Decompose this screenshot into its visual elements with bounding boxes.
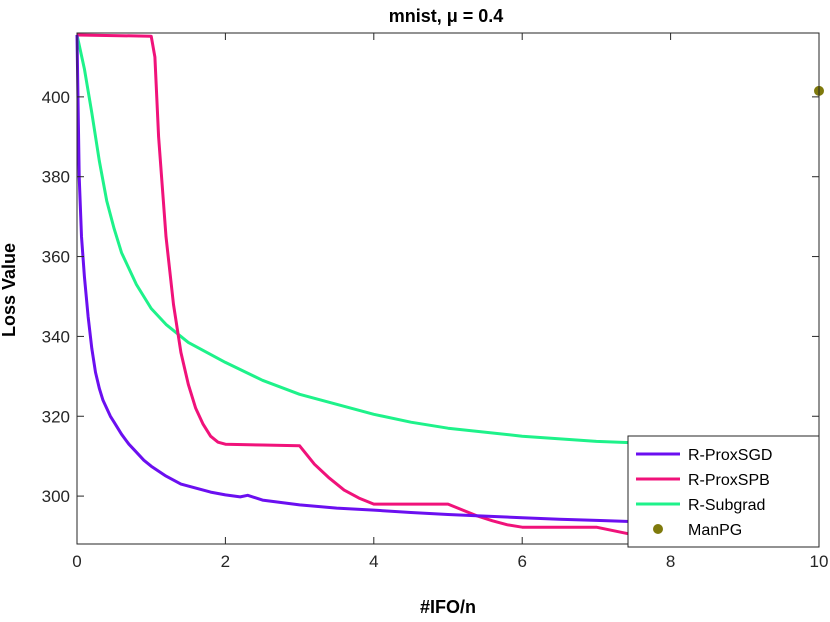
series-r-proxsgd-line [75,34,820,530]
tick-layer: 0 2 4 6 8 10 300 320 340 360 380 400 [42,33,829,571]
x-tick-label: 10 [810,552,829,571]
legend-label-manpg: ManPG [688,522,742,539]
x-axis-label: #IFO/n [420,597,476,617]
legend-label-r-subgrad: R-Subgrad [688,497,765,514]
legend-swatch-manpg [653,524,663,534]
x-tick-label: 6 [517,552,526,571]
x-tick-label: 4 [369,552,378,571]
y-tick-label: 320 [42,407,70,426]
y-axis-label: Loss Value [0,243,19,337]
legend: R-ProxSGD R-ProxSPB R-Subgrad ManPG [627,435,820,548]
legend-label-r-proxsgd: R-ProxSGD [688,447,772,464]
y-tick-label: 340 [42,327,70,346]
y-tick-label: 380 [42,168,70,187]
y-tick-label: 360 [42,248,70,267]
series-r-proxspb-line [76,33,820,547]
y-tick-label: 300 [42,487,70,506]
legend-label-r-proxspb: R-ProxSPB [688,472,770,489]
series-layer [75,33,824,547]
plot-frame [76,32,820,545]
x-tick-label: 8 [666,552,675,571]
series-r-subgrad-line [75,34,820,449]
x-tick-label: 2 [221,552,230,571]
chart-title: mnist, μ = 0.4 [389,6,504,26]
y-tick-label: 400 [42,88,70,107]
x-tick-label: 0 [72,552,81,571]
